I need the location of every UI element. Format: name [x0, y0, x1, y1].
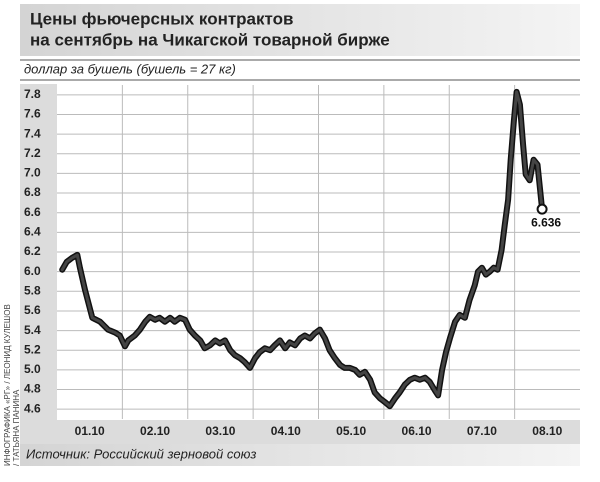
end-marker	[536, 203, 548, 215]
y-tick-label: 6.6	[24, 205, 41, 219]
credit-line: ИНФОГРАФИКА «РГ» / ЛЕОНИД КУЛЕШОВ	[3, 304, 12, 466]
y-tick-label: 6.0	[24, 264, 41, 278]
x-tick-label: 07.10	[467, 424, 497, 438]
y-tick-label: 7.4	[24, 126, 41, 140]
x-tick-label: 02.10	[140, 424, 170, 438]
line	[60, 90, 544, 408]
chart-title: на сентябрь на Чикагской товарной бирже	[30, 30, 390, 49]
y-axis-band	[20, 84, 57, 420]
plot: 4.6 4.8 5.0 5.2 5.4 5.6 5.8 6.0 6.2 6.4 6.6 6.8 7.0 7…	[24, 85, 580, 438]
x-tick-label: 04.10	[271, 424, 301, 438]
y-tick-label: 5.2	[24, 342, 41, 356]
y-tick-label: 7.8	[24, 87, 41, 101]
y-tick-label: 4.8	[24, 382, 41, 396]
x-axis-band	[20, 420, 580, 444]
source: Источник: Российский зерновой союз	[26, 446, 256, 461]
y-tick-label: 7.0	[24, 166, 41, 180]
y-tick-label: 5.8	[24, 283, 41, 297]
source-band	[20, 444, 580, 466]
y-tick-label: 5.6	[24, 303, 41, 317]
credit: ИНФОГРАФИКА «РГ» / ЛЕОНИД КУЛЕШОВ / ТАТЬ…	[3, 304, 21, 466]
x-tick-label: 06.10	[402, 424, 432, 438]
y-tick-label: 5.0	[24, 362, 41, 376]
y-tick-label: 6.8	[24, 185, 41, 199]
end-label: 6.636	[531, 215, 561, 229]
credit-line: / ТАТЬЯНА ПАНИНА	[12, 389, 21, 466]
x-tick-label: 08.10	[532, 424, 562, 438]
y-tick-label: 7.6	[24, 107, 41, 121]
y-tick-label: 6.2	[24, 244, 41, 258]
y-tick-label: 7.2	[24, 146, 41, 160]
x-tick-label: 03.10	[205, 424, 235, 438]
y-tick-label: 5.4	[24, 323, 41, 337]
subtitle: доллар за бушель (бушель = 27 кг)	[24, 61, 236, 76]
y-tick-label: 6.4	[24, 225, 41, 239]
chart-title: Цены фьючерсных контрактов	[30, 9, 293, 28]
x-tick-label: 01.10	[75, 424, 105, 438]
y-tick-label: 4.6	[24, 401, 41, 415]
header-band	[20, 4, 580, 56]
x-tick-label: 05.10	[336, 424, 366, 438]
